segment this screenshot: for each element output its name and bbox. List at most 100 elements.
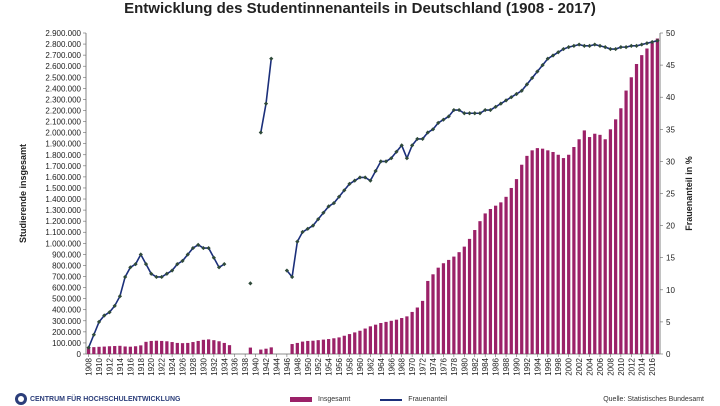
x-tick-label: 1980	[460, 357, 469, 375]
share-point	[399, 143, 404, 148]
share-point	[258, 130, 263, 135]
y-right-tick-label: 10	[666, 286, 675, 295]
share-line	[260, 58, 273, 133]
y-left-tick-label: 2.400.000	[45, 84, 81, 93]
y-right-tick-label: 5	[666, 318, 671, 327]
share-line	[286, 39, 658, 279]
share-point	[608, 46, 613, 52]
bar	[645, 48, 649, 354]
bar	[447, 259, 451, 354]
legend-swatch-bars	[290, 397, 312, 402]
legend-label-bars: Insgesamt	[318, 396, 351, 403]
share-point	[378, 159, 383, 164]
legend-item-bars: Insgesamt	[290, 396, 350, 403]
share-point	[128, 265, 133, 270]
share-point	[394, 149, 399, 154]
bar	[530, 150, 534, 354]
y-left-tick-label: 900.000	[52, 250, 81, 259]
bar	[107, 346, 112, 354]
bar	[494, 205, 498, 354]
bar	[400, 318, 404, 354]
share-point	[190, 245, 196, 251]
share-point	[430, 127, 436, 132]
y-left-tick-label: 300.000	[52, 317, 81, 326]
bar	[384, 321, 388, 354]
x-tick-label: 1952	[314, 357, 323, 375]
bar	[316, 340, 320, 354]
share-point	[483, 107, 488, 113]
y-left-tick-label: 2.900.000	[45, 29, 81, 38]
x-tick-label: 2002	[575, 357, 584, 375]
x-tick-label: 1938	[241, 357, 250, 375]
x-tick-label: 1972	[419, 357, 428, 375]
bar	[290, 344, 294, 354]
x-tick-label: 1994	[533, 357, 542, 375]
bar	[582, 130, 586, 354]
share-point	[477, 111, 483, 116]
x-tick-label: 1974	[429, 357, 438, 375]
share-point	[404, 156, 410, 161]
y-right-tick-label: 45	[666, 61, 675, 70]
share-point	[540, 63, 545, 68]
x-tick-label: 1920	[147, 357, 156, 375]
bar	[180, 343, 185, 354]
x-tick-label: 1936	[231, 357, 240, 375]
share-point	[389, 156, 394, 161]
share-point	[535, 69, 540, 74]
x-tick-label: 1950	[304, 357, 313, 375]
y-left-tick-label: 2.700.000	[45, 51, 81, 60]
share-point	[613, 46, 618, 52]
bar	[154, 340, 159, 354]
bar	[149, 340, 153, 354]
bar	[650, 42, 654, 355]
x-tick-label: 1910	[95, 357, 104, 375]
share-point	[133, 262, 138, 267]
bar	[144, 341, 148, 354]
share-point	[530, 75, 535, 81]
bar	[363, 328, 367, 354]
share-point	[503, 98, 509, 103]
share-point	[248, 281, 253, 286]
axes	[83, 32, 663, 357]
x-tick-label: 1930	[199, 357, 208, 375]
bar	[186, 342, 190, 354]
bar	[473, 230, 477, 354]
bar	[373, 324, 378, 354]
bar	[540, 148, 545, 354]
y-left-tick-label: 500.000	[52, 295, 81, 304]
y-left-tick-label: 2.300.000	[45, 95, 81, 104]
y-left-tick-label: 1.700.000	[45, 162, 81, 171]
x-tick-label: 1922	[158, 357, 167, 375]
logo-icon	[15, 393, 27, 405]
x-tick-label: 1908	[85, 357, 94, 375]
bar	[420, 300, 425, 354]
y-left-tick-label: 2.800.000	[45, 40, 81, 49]
share-point	[321, 210, 326, 215]
x-tick-label: 1976	[439, 357, 448, 375]
y-left-tick-label: 400.000	[52, 306, 81, 315]
x-tick-label: 1944	[272, 357, 281, 375]
bar	[389, 320, 393, 354]
share-point	[592, 42, 597, 47]
bar	[509, 187, 513, 354]
bar	[248, 347, 252, 354]
x-tick-label: 1924	[168, 357, 177, 375]
share-point	[180, 258, 185, 264]
share-line	[87, 243, 225, 348]
y-left-tick-label: 1.900.000	[45, 140, 81, 149]
share-point	[644, 41, 650, 46]
y-left-tick-label: 800.000	[52, 261, 81, 270]
bar	[520, 164, 524, 354]
bar	[368, 326, 373, 354]
bar	[467, 238, 472, 354]
share-point	[623, 45, 629, 50]
bar	[321, 339, 326, 354]
share-point	[597, 43, 603, 48]
share-point	[462, 111, 467, 116]
bar	[546, 150, 550, 354]
bar	[222, 342, 226, 354]
share-point	[102, 313, 107, 318]
bar	[342, 335, 346, 354]
x-tick-label: 2000	[565, 357, 574, 375]
bar	[358, 330, 362, 354]
